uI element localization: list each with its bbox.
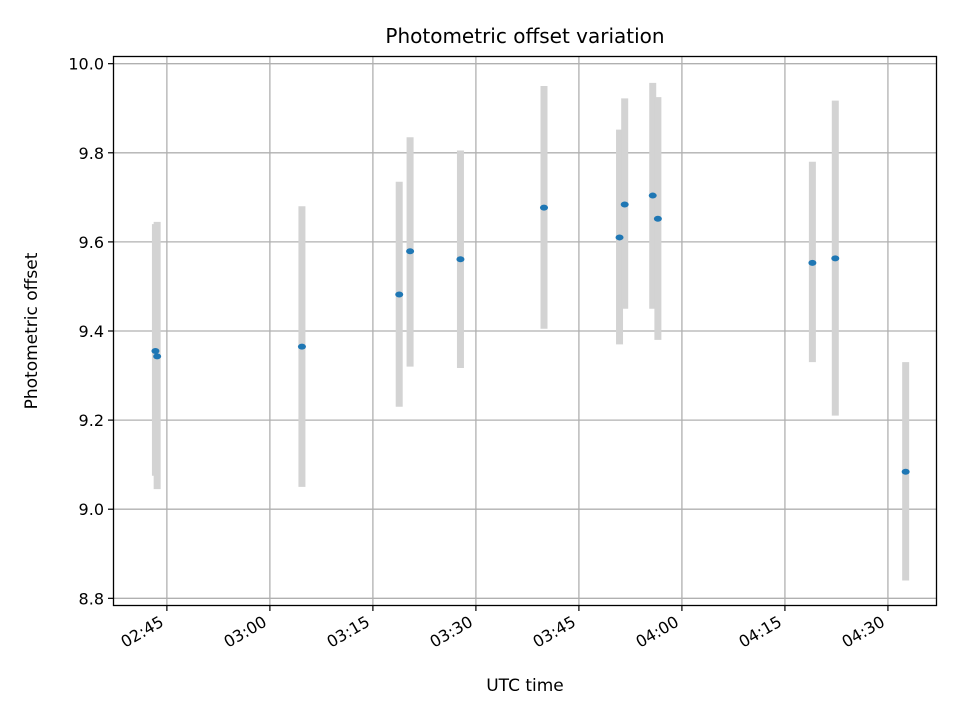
y-tick-label: 8.8 [79,589,104,608]
data-point-7 [615,234,624,241]
data-point-11 [808,259,817,266]
x-axis-title: UTC time [486,676,564,696]
data-point-4 [406,248,415,255]
data-point-10 [653,215,662,222]
data-point-6 [539,204,548,211]
data-point-3 [395,291,404,298]
data-point-13 [901,468,910,475]
y-tick-label: 9.4 [79,322,104,341]
y-tick-label: 9.6 [79,233,104,252]
grid-lines [114,57,936,605]
chart-title: Photometric offset variation [385,24,664,48]
data-point-1 [153,353,162,360]
data-points [151,192,910,475]
y-tick-label: 9.8 [79,144,104,163]
data-point-8 [620,201,629,208]
data-point-9 [648,192,657,199]
data-point-12 [831,255,840,262]
y-axis: 8.8 9.0 9.2 9.4 9.6 9.8 10.0 [68,55,114,608]
data-point-2 [297,343,306,350]
y-tick-label: 9.2 [79,411,104,430]
y-tick-label: 9.0 [79,500,104,519]
data-point-5 [456,256,465,263]
y-tick-label: 10.0 [68,55,104,74]
y-axis-title: Photometric offset [22,252,42,409]
data-point-0 [151,348,160,355]
